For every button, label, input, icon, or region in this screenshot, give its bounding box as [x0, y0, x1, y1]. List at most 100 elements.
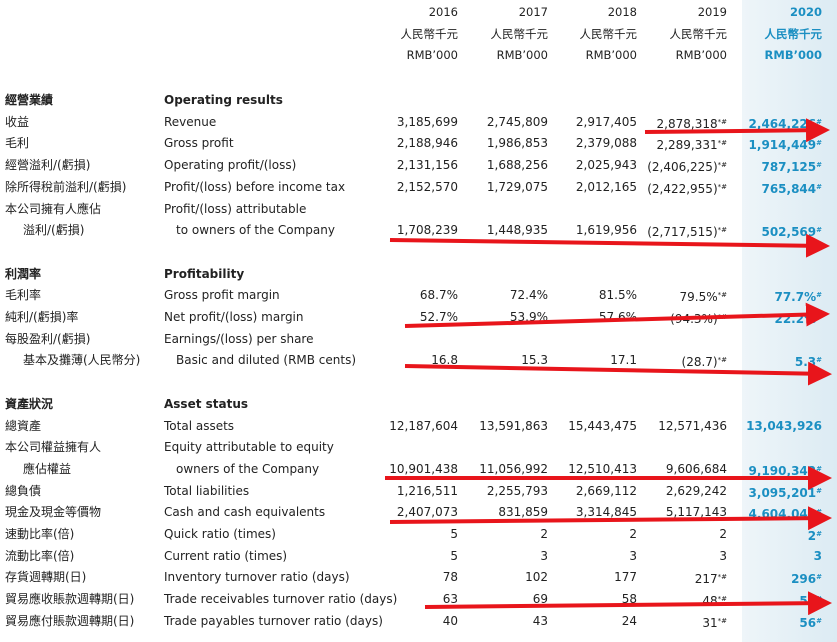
cell-value: 31*# — [702, 614, 727, 630]
section-title-zh: 利潤率 — [5, 266, 42, 281]
row-label-zh: 收益 — [5, 114, 30, 129]
cell-value: (28.7)*# — [682, 353, 727, 369]
cell-value: 2 — [629, 527, 637, 541]
cell-value: 502,569# — [761, 223, 822, 239]
value: 77.7% — [774, 290, 817, 305]
row-label-zh: 流動比率(倍) — [5, 548, 75, 563]
red-arrow — [389, 506, 832, 531]
cell-value: 3 — [813, 548, 822, 563]
row-label-zh: 除所得稅前溢利/(虧損) — [5, 179, 127, 194]
cell-value: 72.4% — [509, 288, 548, 303]
cell-value: 78 — [442, 570, 458, 585]
row-label-zh: 應佔權益 — [23, 461, 72, 476]
cell-value: 79.5%*# — [680, 288, 728, 304]
cell-value: 2,629,242 — [665, 483, 727, 498]
footnote-mark: # — [816, 356, 822, 365]
row-label-zh: 毛利 — [5, 136, 30, 151]
footnote-mark: *# — [717, 616, 727, 625]
cell-value: 43 — [532, 613, 548, 628]
cell-value: 2,289,331*# — [657, 136, 727, 152]
cell-value: 13,591,863 — [479, 418, 548, 433]
cell-value: 1,729,075 — [486, 179, 548, 194]
footnote-mark: # — [816, 291, 822, 300]
section-title-zh: 經營業績 — [5, 93, 54, 107]
footnote-mark: # — [816, 486, 822, 495]
section-title-en: Asset status — [164, 396, 249, 411]
section-title-en: Operating results — [164, 93, 283, 107]
row-label-zh: 基本及攤薄(人民幣分) — [23, 353, 141, 368]
footnote-mark: # — [816, 226, 822, 235]
column-unit-zh: 人民幣千元 — [400, 27, 459, 41]
footnote-mark: *# — [717, 291, 727, 300]
column-year: 2020 — [789, 5, 822, 19]
cell-value: 68.7% — [419, 288, 458, 303]
value: 56 — [799, 615, 817, 630]
cell-value: 2 — [719, 527, 727, 541]
cell-value: 81.5% — [598, 288, 637, 303]
row-label-en: owners of the Company — [176, 461, 320, 476]
value: 2 — [807, 529, 817, 543]
row-label-zh: 純利/(虧損)率 — [5, 310, 79, 324]
value: 217 — [694, 572, 718, 587]
value: 296 — [791, 572, 817, 587]
cell-value: 63 — [442, 592, 458, 607]
red-arrow — [644, 118, 830, 143]
cell-value: 217*# — [695, 570, 727, 586]
value: (28.7) — [681, 355, 718, 370]
row-label-en: to owners of the Company — [176, 223, 335, 238]
cell-value: 2,188,946 — [396, 136, 458, 151]
row-label-zh: 貿易應付賬款週轉期(日) — [5, 613, 135, 628]
row-label-en: Revenue — [164, 114, 217, 129]
cell-value: 2,407,073 — [396, 505, 458, 520]
value: (2,406,225) — [647, 160, 718, 175]
cell-value: 3,095,201# — [749, 484, 822, 500]
cell-value: 11,056,992 — [479, 461, 548, 476]
row-label-zh: 經營溢利/(虧損) — [5, 158, 91, 173]
cell-value: 2,131,156 — [396, 158, 458, 173]
cell-value: 5 — [450, 548, 458, 563]
cell-value: 3 — [629, 548, 637, 563]
column-year: 2019 — [697, 5, 727, 19]
cell-value: 2,379,088 — [575, 136, 637, 151]
cell-value: (2,422,955)*# — [647, 180, 727, 196]
cell-value: 2,255,793 — [486, 483, 548, 498]
cell-value: 296# — [791, 570, 822, 586]
row-label-en: Basic and diluted (RMB cents) — [176, 353, 357, 368]
footnote-mark: *# — [717, 161, 727, 170]
cell-value: 24 — [621, 613, 637, 628]
cell-value: 787,125# — [761, 158, 822, 174]
row-label-en: Current ratio (times) — [164, 548, 288, 563]
value: 2,878,318 — [656, 116, 718, 131]
column-unit-zh: 人民幣千元 — [764, 27, 823, 41]
cell-value: 3,185,699 — [396, 114, 458, 129]
red-arrow — [389, 233, 830, 258]
column-unit-zh: 人民幣千元 — [490, 27, 549, 41]
column-year: 2016 — [428, 5, 458, 19]
cell-value: 12,187,604 — [389, 418, 458, 433]
cell-value: 15.3 — [521, 353, 548, 368]
cell-value: 2,917,405 — [575, 114, 637, 129]
cell-value: 13,043,926 — [746, 418, 822, 433]
cell-value: 10,901,438 — [389, 461, 458, 476]
cell-value: 2# — [808, 527, 822, 543]
cell-value: 2,745,809 — [486, 114, 548, 129]
row-label-en: Total liabilities — [164, 483, 250, 498]
row-label-zh: 速動比率(倍) — [5, 527, 75, 541]
cell-value: 52.7% — [419, 310, 458, 324]
row-label-en: Trade payables turnover ratio (days) — [164, 613, 383, 628]
footnote-mark: *# — [717, 226, 727, 235]
column-unit-zh: 人民幣千元 — [579, 27, 638, 41]
row-label-zh: 存貨週轉期(日) — [5, 570, 87, 585]
cell-value: 3 — [719, 548, 727, 563]
cell-value: 2 — [540, 527, 548, 541]
value: (2,422,955) — [647, 181, 718, 196]
column-year: 2017 — [518, 5, 548, 19]
column-year: 2018 — [607, 5, 637, 19]
cell-value: 1,216,511 — [396, 483, 458, 498]
footnote-mark: *# — [717, 573, 727, 582]
row-label-zh: 毛利率 — [5, 288, 42, 303]
cell-value: 2,669,112 — [575, 483, 637, 498]
cell-value: 1,448,935 — [486, 223, 548, 238]
